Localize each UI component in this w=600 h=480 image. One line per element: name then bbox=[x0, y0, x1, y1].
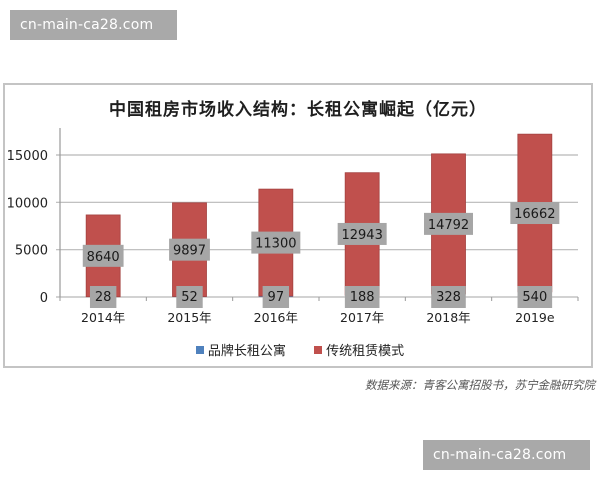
legend-swatch-red-icon bbox=[314, 345, 323, 354]
legend-item-traditional-rental: 传统租赁模式 bbox=[314, 340, 404, 359]
chart-title: 中国租房市场收入结构：长租公寓崛起（亿元） bbox=[109, 100, 487, 120]
chart-frame: 中国租房市场收入结构：长租公寓崛起（亿元） bbox=[3, 83, 593, 368]
legend: 品牌长租公寓 传统租赁模式 bbox=[0, 340, 600, 359]
watermark-top: cn-main-ca28.com bbox=[10, 10, 177, 40]
legend-item-brand-apartment: 品牌长租公寓 bbox=[195, 340, 286, 359]
legend-label: 品牌长租公寓 bbox=[207, 344, 286, 359]
data-source-note: 数据来源：青客公寓招股书，苏宁金融研究院 bbox=[365, 378, 595, 392]
legend-label: 传统租赁模式 bbox=[326, 344, 405, 359]
legend-swatch-blue-icon bbox=[195, 345, 204, 354]
watermark-bottom: cn-main-ca28.com bbox=[423, 440, 590, 470]
